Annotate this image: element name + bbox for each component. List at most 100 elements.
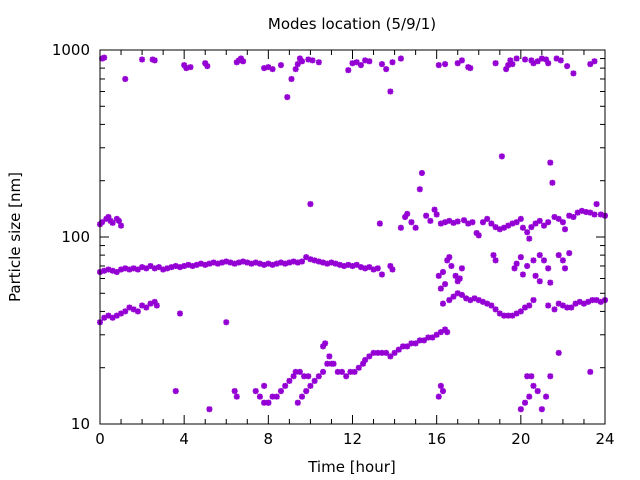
data-point xyxy=(587,368,594,375)
data-point xyxy=(176,310,183,317)
data-point xyxy=(547,373,554,380)
data-point xyxy=(559,302,566,309)
data-point xyxy=(543,393,550,400)
data-point xyxy=(139,302,146,309)
data-point xyxy=(311,257,318,264)
data-point xyxy=(273,260,280,267)
y-tick-label: 1000 xyxy=(52,41,90,59)
data-point xyxy=(261,399,268,406)
data-point xyxy=(109,314,116,321)
data-point xyxy=(475,297,482,304)
data-point xyxy=(547,279,554,286)
data-point xyxy=(183,65,190,72)
data-point xyxy=(530,60,537,67)
y-tick-label: 10 xyxy=(71,415,90,433)
data-point xyxy=(299,58,305,65)
data-point xyxy=(566,212,573,219)
data-point xyxy=(540,222,547,229)
data-point xyxy=(492,224,499,231)
data-point xyxy=(404,343,411,350)
data-point xyxy=(193,261,200,268)
data-point xyxy=(341,262,348,269)
data-point xyxy=(467,297,474,304)
data-point xyxy=(265,399,272,406)
data-point xyxy=(294,259,301,266)
data-point xyxy=(448,262,455,269)
data-point xyxy=(431,206,438,213)
data-point xyxy=(513,260,520,267)
data-point xyxy=(256,260,263,267)
data-point xyxy=(389,59,396,66)
data-point xyxy=(446,217,453,224)
data-point xyxy=(505,62,512,69)
data-point xyxy=(543,56,550,63)
data-point xyxy=(118,222,125,229)
data-point xyxy=(545,302,552,309)
data-point xyxy=(389,266,396,273)
data-point xyxy=(545,265,552,272)
data-point xyxy=(400,343,406,350)
data-point xyxy=(597,298,604,305)
data-point xyxy=(454,278,461,285)
data-point xyxy=(522,56,529,63)
data-point xyxy=(526,302,533,309)
data-point xyxy=(252,259,259,266)
data-point xyxy=(578,207,585,214)
data-point xyxy=(526,235,533,242)
data-point xyxy=(416,186,423,193)
data-point xyxy=(488,302,495,309)
data-point xyxy=(347,368,354,375)
data-point xyxy=(320,368,327,375)
data-point xyxy=(336,261,343,268)
data-point xyxy=(559,219,566,226)
data-point xyxy=(463,295,470,302)
data-point xyxy=(360,360,367,367)
data-point xyxy=(294,399,301,406)
data-point xyxy=(219,259,226,266)
data-point xyxy=(421,337,428,344)
data-point xyxy=(362,356,369,363)
data-point xyxy=(378,271,385,278)
data-point xyxy=(517,215,524,222)
x-axis-title: Time [hour] xyxy=(307,458,396,476)
data-point xyxy=(185,261,192,268)
data-point xyxy=(362,57,369,64)
data-point xyxy=(109,219,116,226)
data-point xyxy=(168,264,175,271)
data-point xyxy=(501,312,507,319)
data-point xyxy=(105,213,112,220)
data-point xyxy=(277,62,284,69)
data-point xyxy=(427,217,434,224)
data-point xyxy=(210,259,217,266)
data-point xyxy=(374,265,381,272)
data-point xyxy=(269,393,276,400)
data-point xyxy=(296,368,303,375)
data-point xyxy=(181,62,188,69)
data-point xyxy=(458,291,465,298)
data-point xyxy=(307,201,314,208)
data-point xyxy=(509,220,516,227)
data-point xyxy=(362,265,369,272)
data-point xyxy=(397,224,404,231)
data-point xyxy=(528,57,535,64)
data-point xyxy=(328,360,335,367)
data-point xyxy=(402,213,409,220)
data-point xyxy=(301,373,308,380)
data-point xyxy=(517,308,524,315)
x-tick-label: 20 xyxy=(511,430,530,448)
data-point xyxy=(99,219,106,226)
data-point xyxy=(248,260,255,267)
data-point xyxy=(437,220,444,227)
data-point xyxy=(143,265,150,272)
data-point xyxy=(345,67,352,74)
data-point xyxy=(555,349,562,356)
data-point xyxy=(517,406,524,413)
data-point xyxy=(530,257,537,264)
data-point xyxy=(562,265,569,272)
data-point xyxy=(452,272,459,279)
data-point xyxy=(530,382,537,389)
data-point xyxy=(328,259,335,266)
data-point xyxy=(265,260,272,267)
data-point xyxy=(553,55,560,62)
